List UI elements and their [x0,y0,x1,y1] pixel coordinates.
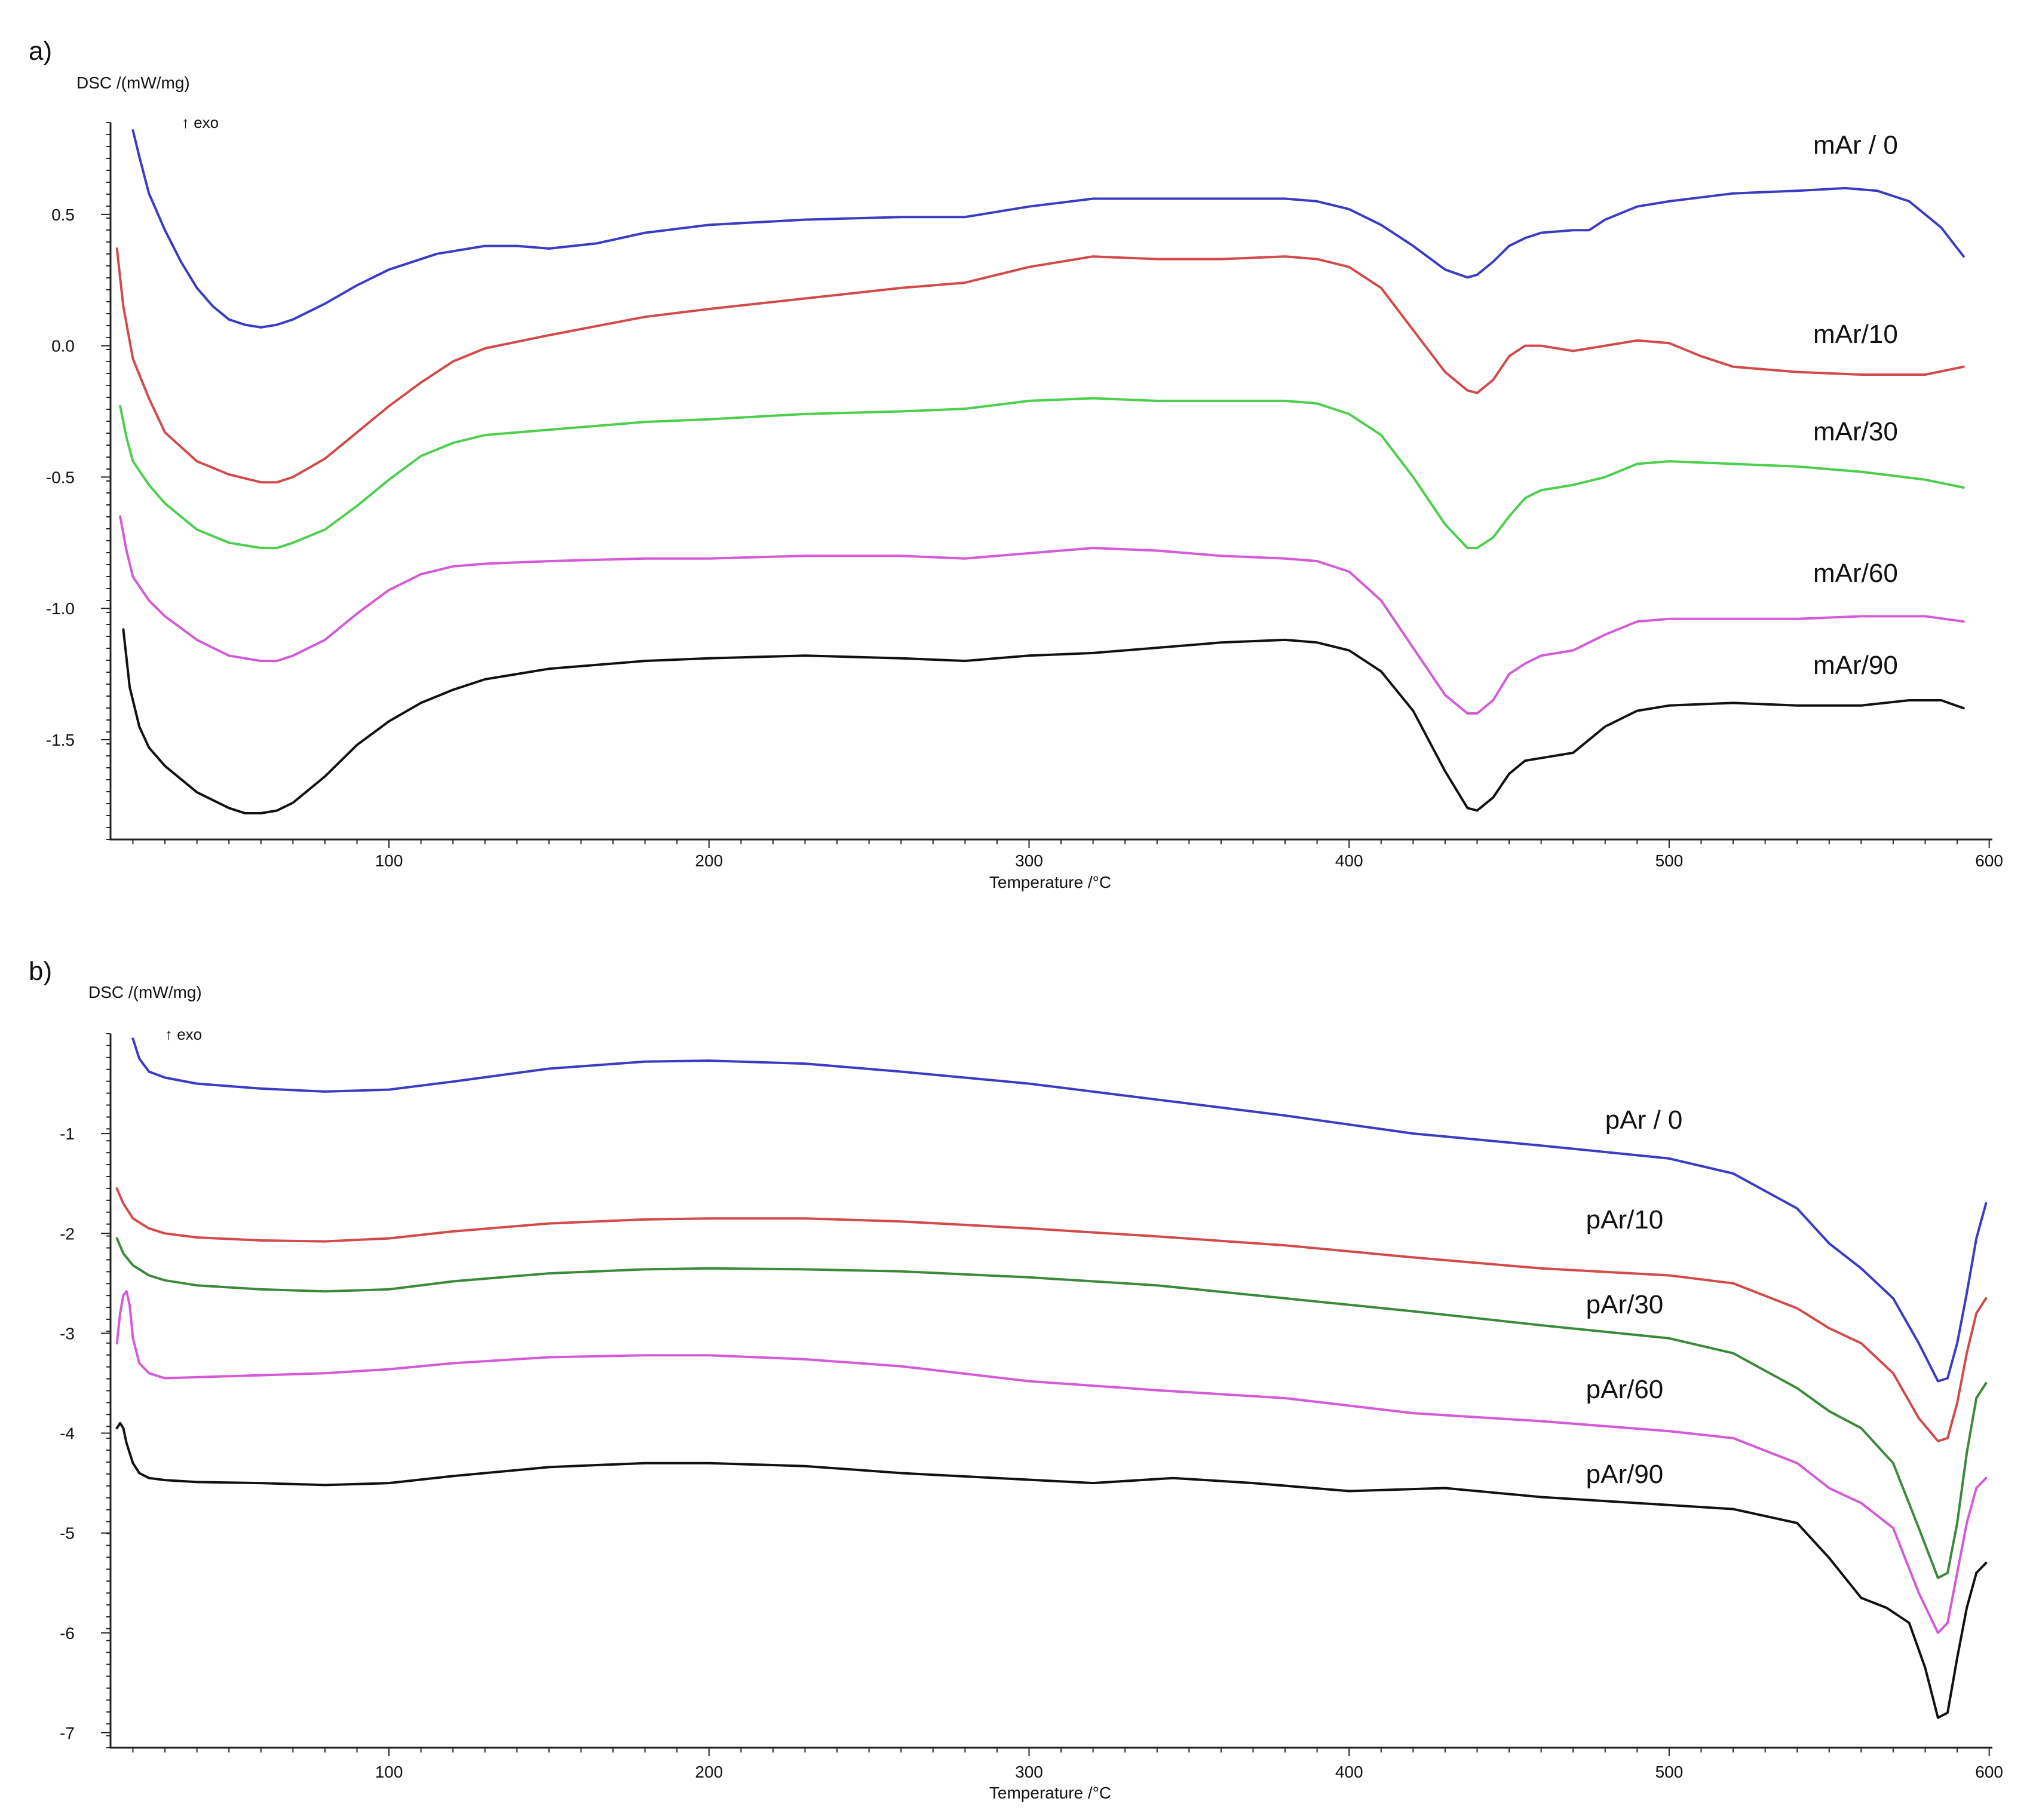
panel-b-y-tick-label: -4 [60,1424,75,1443]
panel-a-y-tick-label: -0.5 [46,468,75,486]
panel-a-x-tick-label: 300 [1015,851,1043,870]
chart-panel-b: b) DSC /(mW/mg) ↑ exo Temperature /°C 10… [29,957,2003,1802]
panel-a-x-tick-label: 600 [1975,851,2003,870]
series-label-par-60: pAr/60 [1586,1375,1664,1404]
panel-a-x-tick-label: 200 [695,851,723,870]
panel-a-axes: 100 200 300 400 500 600 0.5 0.0 -0.5 -1.0 -1.5 [46,122,2003,870]
panel-b-x-tick-label: 300 [1015,1763,1043,1781]
panel-b-y-tick-label: -1 [60,1125,75,1143]
panel-b-y-tick-label: -7 [60,1724,75,1742]
panel-a-x-tick-label: 500 [1655,851,1684,870]
panel-a-y-tick-label: 0.0 [51,337,75,356]
panel-a-y-tick-label: -1.0 [46,599,75,618]
series-line-mar-90 [122,628,1965,814]
panel-b-y-tick-label: -5 [60,1524,75,1543]
panel-b-x-tick-label: 200 [695,1763,723,1781]
series-line-par-90 [115,1421,1988,1719]
panel-b-series-labels: pAr / 0 pAr/10 pAr/30 pAr/60 pAr/90 [1586,1105,1683,1489]
series-line-par-10 [115,1187,1988,1442]
series-label-mar-60: mAr/60 [1813,559,1898,588]
chart-panel-a: a) DSC /(mW/mg) ↑ exo Temperature /°C 10… [29,36,2003,891]
panel-b-x-axis-title: Temperature /°C [989,1784,1111,1802]
series-label-par-0: pAr / 0 [1605,1105,1683,1135]
panel-a-label: a) [29,36,52,66]
panel-a-x-axis-title: Temperature /°C [989,873,1111,891]
series-label-par-10: pAr/10 [1586,1205,1664,1234]
panel-b-exo-indicator: ↑ exo [165,1025,202,1043]
series-label-par-30: pAr/30 [1586,1290,1664,1319]
panel-b-y-tick-label: -6 [60,1624,75,1643]
series-line-mar-60 [119,515,1965,715]
series-line-par-30 [115,1237,1988,1579]
series-label-mar-0: mAr / 0 [1813,131,1898,160]
panel-b-x-tick-label: 400 [1335,1763,1363,1781]
panel-b-x-tick-label: 600 [1975,1763,2003,1781]
panel-b-x-tick-label: 100 [375,1763,403,1781]
panel-b-label: b) [29,957,52,986]
panel-a-curves [115,129,1965,814]
panel-b-axes: 100 200 300 400 500 600 -1 -2 -3 -4 -5 -6 -7 [60,1033,2003,1781]
series-label-mar-10: mAr/10 [1813,320,1898,349]
panel-b-y-tick-label: -3 [60,1324,75,1343]
panel-a-series-labels: mAr / 0 mAr/10 mAr/30 mAr/60 mAr/90 [1813,131,1898,680]
panel-b-curves [115,1037,1988,1719]
series-line-par-0 [131,1037,1988,1383]
panel-a-x-tick-label: 400 [1335,851,1363,870]
series-line-par-60 [115,1290,1988,1634]
panel-a-y-tick-label: 0.5 [51,206,75,224]
panel-a-y-axis-unit: DSC /(mW/mg) [76,73,190,92]
series-line-mar-0 [131,129,1965,329]
series-label-par-90: pAr/90 [1586,1460,1664,1489]
panel-b-y-tick-label: -2 [60,1224,75,1243]
panel-b-x-tick-label: 500 [1655,1763,1684,1781]
panel-b-y-axis-unit: DSC /(mW/mg) [88,983,202,1001]
series-label-mar-90: mAr/90 [1813,651,1898,680]
series-line-mar-10 [115,247,1965,484]
series-label-mar-30: mAr/30 [1813,417,1898,446]
panel-a-x-tick-label: 100 [375,851,403,870]
panel-a-y-tick-label: -1.5 [46,731,75,749]
panel-a-exo-indicator: ↑ exo [182,114,219,131]
series-line-mar-30 [119,397,1965,550]
